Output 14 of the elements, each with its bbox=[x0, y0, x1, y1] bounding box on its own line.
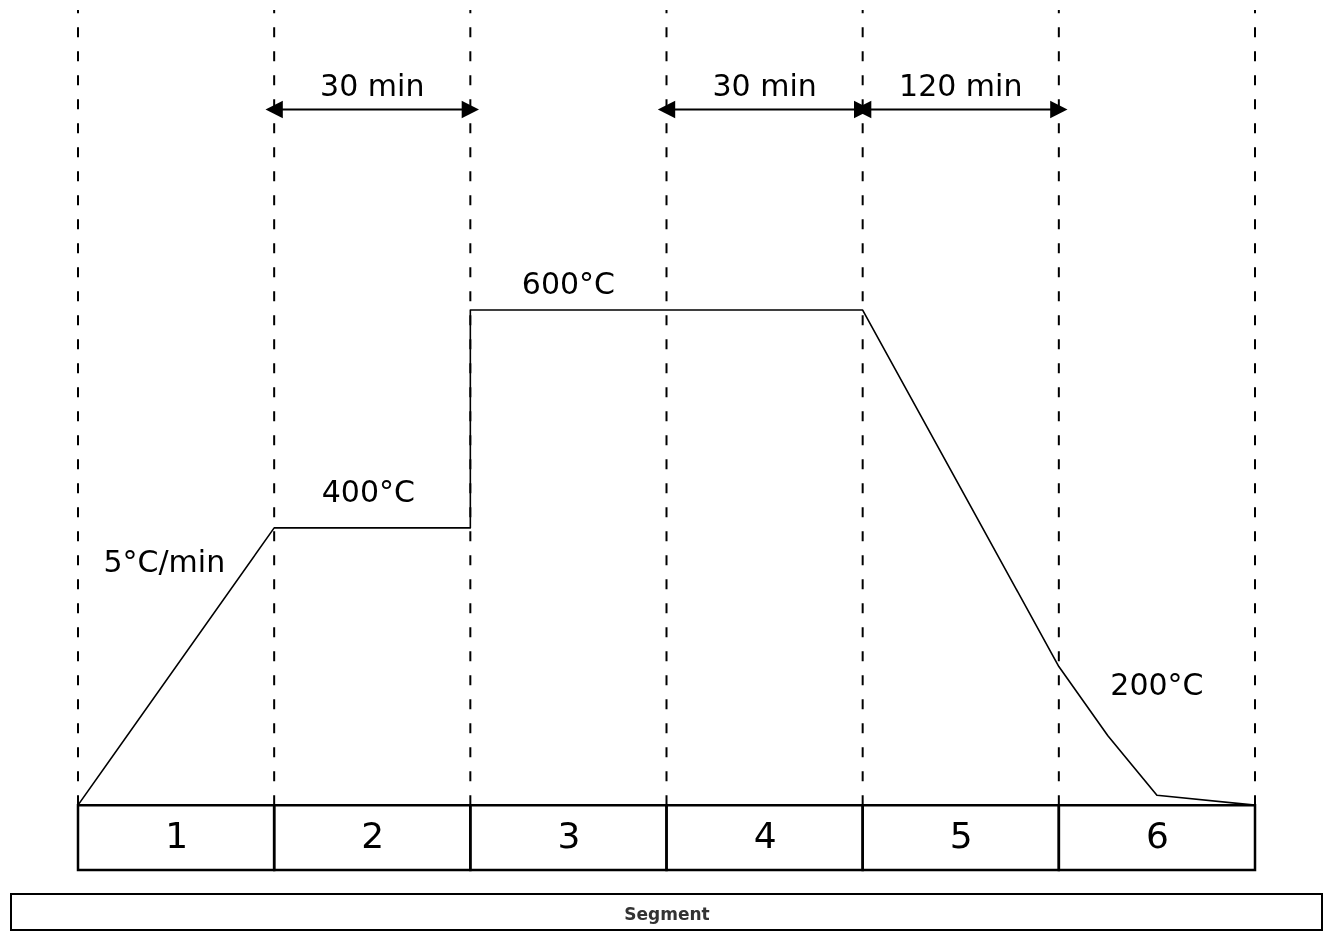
text: 30 min bbox=[712, 67, 817, 103]
x-tick-label: 1 bbox=[165, 814, 189, 856]
x-tick-label: 3 bbox=[557, 814, 581, 856]
annotation: 5°C/min bbox=[103, 543, 226, 579]
text: 600°C bbox=[521, 266, 616, 302]
x-axis-title: Segment bbox=[624, 903, 710, 924]
text: 30 min bbox=[320, 67, 425, 103]
text: 120 min bbox=[899, 67, 1023, 103]
annotation: 200°C bbox=[1110, 667, 1204, 703]
annotation: 400°C bbox=[321, 474, 415, 510]
x-tick-label: 5 bbox=[949, 814, 973, 856]
x-tick-label: 4 bbox=[753, 814, 777, 856]
x-tick-label: 2 bbox=[361, 814, 385, 856]
x-tick-label: 6 bbox=[1145, 814, 1169, 856]
